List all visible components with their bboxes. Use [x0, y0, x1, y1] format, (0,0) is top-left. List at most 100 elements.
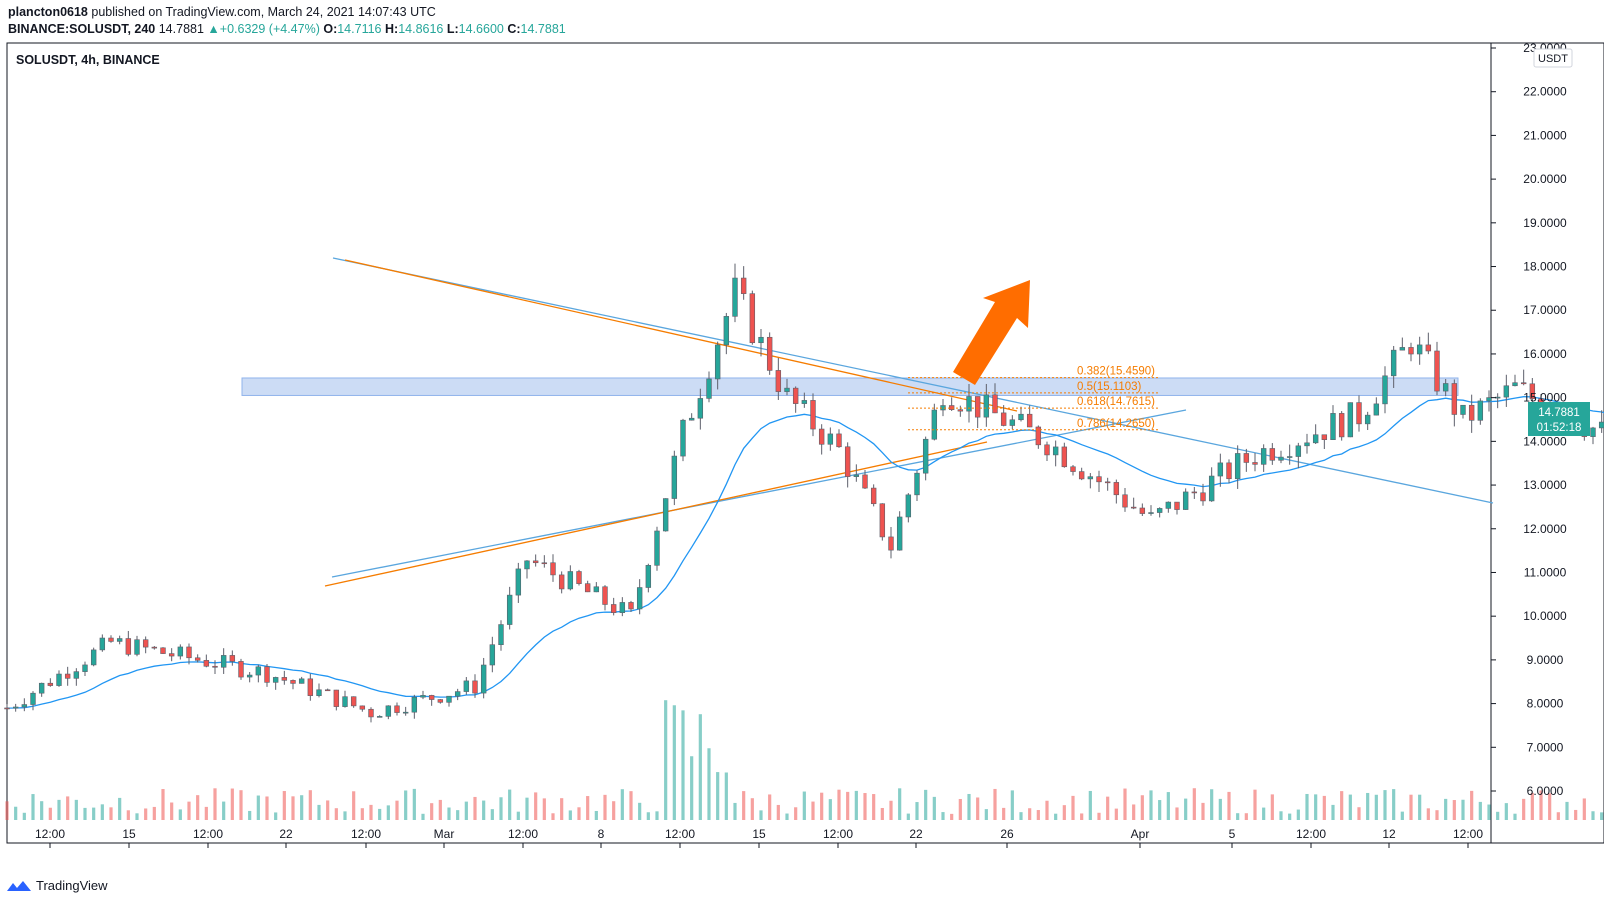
candle-body	[983, 394, 990, 418]
volume-bar	[178, 809, 182, 820]
volume-bar	[256, 795, 260, 820]
volume-bar	[1418, 794, 1422, 820]
author-name[interactable]: plancton0618	[8, 5, 88, 19]
candle-body	[38, 682, 45, 694]
candle-body	[896, 516, 903, 551]
candle-body	[177, 646, 184, 657]
volume-bar	[1062, 805, 1066, 820]
candle-body	[1503, 385, 1510, 398]
volume-bar	[924, 789, 928, 820]
candle-body	[844, 446, 851, 477]
volume-bar	[594, 810, 598, 820]
volume-bar	[14, 806, 18, 820]
close-value: 14.7881	[520, 22, 566, 36]
time-tick-label: 12:00	[1296, 827, 1326, 841]
candle-body	[437, 699, 444, 703]
volume-bar	[334, 808, 338, 820]
volume-bar	[1409, 794, 1413, 820]
header-publish-line: plancton0618 published on TradingView.co…	[8, 5, 436, 20]
candle-body	[827, 433, 834, 445]
time-axis[interactable]: 12:00 15 12:00 22 12:00 Mar 12:00 8 12:00 15 12:00…	[35, 827, 1483, 848]
header-ohlc-line: BINANCE:SOLUSDT, 240 14.7881 ▲+0.6329 (+…	[8, 22, 566, 37]
tradingview-logo-text: TradingView	[36, 878, 108, 893]
candle-body	[472, 680, 478, 694]
candle-body	[290, 680, 296, 684]
volume-bar	[750, 798, 754, 820]
tradingview-logo[interactable]: TradingView	[6, 878, 108, 893]
volume-bar	[230, 788, 234, 820]
volume-bar	[698, 714, 702, 820]
open-label: O:	[323, 22, 338, 36]
volume-bar	[1184, 798, 1188, 820]
volume-bar	[1019, 812, 1023, 820]
close-label: C:	[507, 22, 521, 36]
volume-bar	[794, 807, 798, 820]
candle-body	[862, 474, 868, 489]
volume-bar	[1400, 811, 1404, 820]
candle-body	[125, 638, 132, 655]
price-tick-label: 8.0000	[1527, 697, 1564, 711]
candle-body	[1486, 397, 1492, 402]
candle-body	[966, 396, 972, 412]
volume-bar	[473, 796, 477, 820]
volume-bar	[984, 809, 988, 820]
volume-bar	[898, 788, 902, 820]
volume-bar	[213, 788, 217, 820]
candle-body	[1425, 344, 1432, 352]
price-tick-label: 17.0000	[1523, 303, 1567, 317]
candle-body	[1018, 413, 1024, 421]
volume-bar	[976, 797, 980, 820]
candle-body	[558, 574, 565, 590]
candle-body	[732, 277, 738, 317]
volume-bar	[958, 798, 962, 820]
candle-body	[662, 498, 669, 532]
low-label: L:	[446, 22, 459, 36]
candle-body	[272, 677, 279, 683]
volume-bar	[300, 795, 304, 820]
volume-bar	[248, 810, 252, 820]
candle-body	[1382, 375, 1388, 405]
volume-bar	[66, 796, 70, 820]
time-tick-label: 12:00	[351, 827, 381, 841]
volume-bar	[880, 807, 884, 820]
volume-bar	[187, 801, 191, 820]
volume-bar	[1279, 811, 1283, 820]
candle-body	[1442, 383, 1449, 392]
candle-body	[749, 293, 756, 344]
candle-body	[1234, 453, 1241, 480]
volume-bar	[343, 811, 347, 820]
volume-bar	[716, 772, 720, 820]
candle-body	[99, 637, 106, 651]
candle-body	[775, 370, 782, 392]
volume-bar	[74, 799, 78, 820]
volume-bar	[1470, 790, 1474, 820]
currency-badge[interactable]: USDT	[1533, 48, 1573, 68]
price-tick-label: 19.0000	[1523, 216, 1567, 230]
candle-body	[1182, 491, 1189, 510]
volume-bar	[386, 805, 390, 820]
volume-bar	[352, 791, 356, 820]
volume-bar	[1530, 792, 1534, 820]
candle-body	[402, 711, 409, 714]
candle-body	[194, 657, 201, 661]
price-tick-label: 9.0000	[1527, 653, 1564, 667]
candle-body	[454, 691, 461, 697]
candle-body	[1460, 404, 1466, 415]
candle-body	[879, 503, 886, 538]
price-axis[interactable]: 23.000022.000021.000020.000019.000018.00…	[1491, 41, 1567, 798]
candle-body	[298, 678, 305, 684]
candle-body	[1087, 476, 1094, 480]
price-tick-label: 13.0000	[1523, 478, 1567, 492]
volume-bar	[1548, 793, 1552, 820]
candle-body	[1278, 456, 1284, 461]
candle-body	[1096, 476, 1102, 483]
volume-bar	[1175, 807, 1179, 820]
price-tick-label: 16.0000	[1523, 347, 1567, 361]
candle-body	[1122, 494, 1128, 508]
volume-bar	[811, 801, 815, 820]
candle-body	[376, 716, 383, 718]
candle-body	[1052, 446, 1059, 456]
candle-body	[1191, 491, 1198, 494]
candle-body	[974, 396, 981, 418]
